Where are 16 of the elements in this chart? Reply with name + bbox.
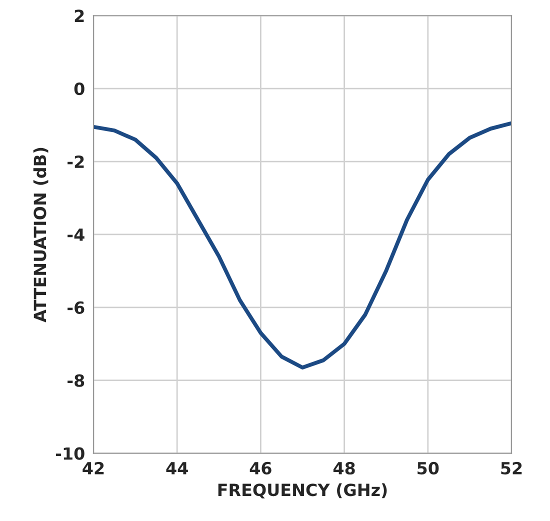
x-tick-label: 42 xyxy=(82,462,104,474)
x-tick-label: 50 xyxy=(418,462,439,475)
y-tick-label: 2 xyxy=(74,10,84,22)
y-tick-label: -8 xyxy=(68,374,84,387)
x-tick-label: 52 xyxy=(501,462,522,475)
y-tick-label: -4 xyxy=(68,228,84,241)
x-tick-label: 48 xyxy=(333,462,355,475)
y-tick-label: -2 xyxy=(68,155,84,168)
y-tick-label: -6 xyxy=(68,301,84,314)
x-axis-title: FREQUENCY (GHz) xyxy=(218,483,387,498)
x-tick-label: 44 xyxy=(166,462,188,474)
x-tick-label: 46 xyxy=(250,462,272,475)
y-tick-label: 0 xyxy=(74,82,84,96)
line-series xyxy=(94,121,512,370)
y-tick-label: -10 xyxy=(56,447,84,460)
y-axis-title: ATTENUATION (dB) xyxy=(33,148,48,322)
